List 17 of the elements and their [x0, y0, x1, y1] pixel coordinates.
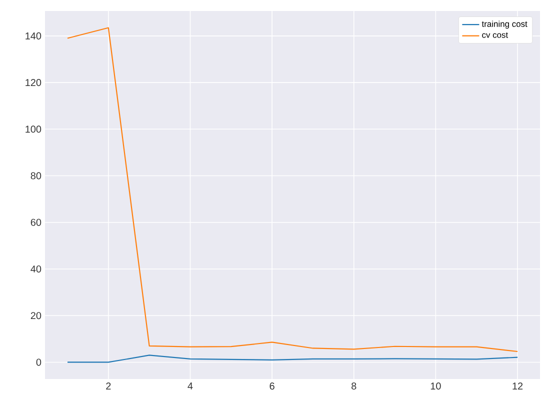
legend-label: training cost: [482, 20, 528, 29]
y-tick-label: 120: [26, 79, 42, 86]
x-tick-label: 6: [270, 382, 274, 390]
x-tick-label: 10: [430, 382, 441, 390]
x-tick-label: 8: [352, 382, 356, 390]
y-tick-label: 140: [26, 32, 42, 40]
y-tick-label: 40: [30, 265, 42, 273]
y-tick-label: 0: [36, 358, 42, 366]
y-tick-label: 80: [30, 172, 42, 180]
x-tick-label: 2: [106, 382, 111, 390]
y-tick-label: 60: [30, 218, 42, 226]
legend-label: cv cost: [482, 32, 508, 38]
y-tick-label: 20: [30, 312, 42, 320]
line-series: [66, 27, 518, 352]
x-tick-label: 12: [512, 382, 523, 390]
x-tick-label: 4: [188, 382, 193, 390]
y-tick-label: 100: [26, 126, 42, 133]
